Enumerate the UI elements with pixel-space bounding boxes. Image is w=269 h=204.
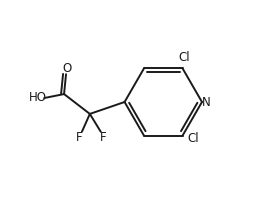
Text: F: F	[100, 131, 107, 144]
Text: Cl: Cl	[179, 51, 190, 64]
Text: Cl: Cl	[188, 132, 199, 145]
Text: O: O	[62, 62, 72, 75]
Text: HO: HO	[29, 91, 47, 104]
Text: N: N	[202, 95, 211, 109]
Text: F: F	[76, 131, 83, 144]
